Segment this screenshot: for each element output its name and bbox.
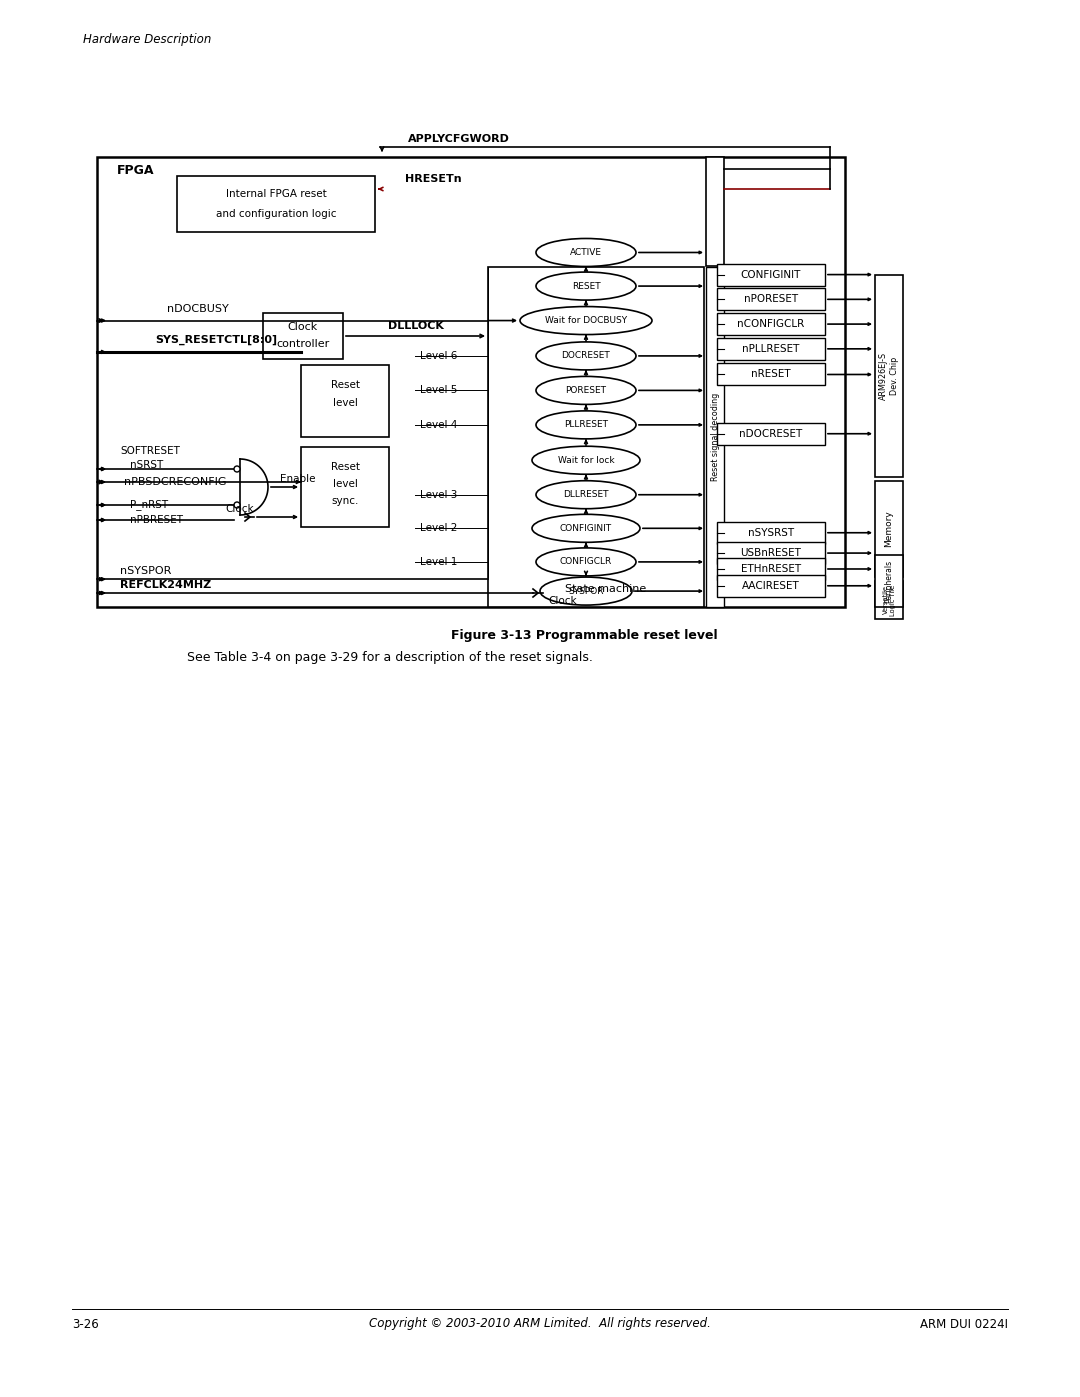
- Ellipse shape: [519, 306, 652, 334]
- Bar: [875, 275, 903, 476]
- Text: Wait for lock: Wait for lock: [557, 455, 615, 465]
- Text: AACIRESET: AACIRESET: [742, 581, 800, 591]
- Ellipse shape: [536, 481, 636, 509]
- Text: ETHnRESET: ETHnRESET: [741, 564, 801, 574]
- Text: DLLLOCK: DLLLOCK: [388, 321, 444, 331]
- Text: Reset signal decoding: Reset signal decoding: [711, 393, 719, 481]
- Text: Level 2: Level 2: [420, 524, 457, 534]
- Text: USBnRESET: USBnRESET: [741, 548, 801, 557]
- Bar: [717, 264, 825, 285]
- Text: ACTIVE: ACTIVE: [570, 249, 602, 257]
- Text: APPLYCFGWORD: APPLYCFGWORD: [408, 134, 510, 144]
- Text: Wait for DOCBUSY: Wait for DOCBUSY: [545, 316, 627, 326]
- Text: and configuration logic: and configuration logic: [216, 210, 336, 219]
- Ellipse shape: [536, 548, 636, 576]
- Text: Hardware Description: Hardware Description: [83, 32, 212, 46]
- Text: Clock: Clock: [549, 597, 578, 606]
- Bar: [717, 313, 825, 335]
- Text: nPORESET: nPORESET: [744, 295, 798, 305]
- Ellipse shape: [536, 411, 636, 439]
- Text: ARM DUI 0224I: ARM DUI 0224I: [920, 1317, 1008, 1330]
- Text: DLLRESET: DLLRESET: [564, 490, 609, 499]
- Ellipse shape: [540, 577, 632, 605]
- Text: nRESET: nRESET: [752, 369, 791, 380]
- Text: CONFIGCLR: CONFIGCLR: [559, 557, 612, 566]
- Bar: [717, 288, 825, 310]
- Text: SOFTRESET: SOFTRESET: [120, 446, 180, 455]
- Bar: [717, 542, 825, 564]
- Text: REFCLK24MHZ: REFCLK24MHZ: [120, 580, 212, 590]
- Bar: [177, 176, 375, 232]
- Bar: [97, 156, 845, 608]
- Ellipse shape: [532, 514, 640, 542]
- Text: Peripherals: Peripherals: [885, 559, 893, 602]
- Bar: [706, 156, 724, 267]
- Ellipse shape: [536, 376, 636, 404]
- Text: level: level: [333, 398, 357, 408]
- Text: Figure 3-13 Programmable reset level: Figure 3-13 Programmable reset level: [451, 629, 718, 641]
- Text: Memory: Memory: [885, 511, 893, 548]
- Text: P_nRST: P_nRST: [130, 500, 168, 510]
- Ellipse shape: [536, 342, 636, 370]
- Text: sync.: sync.: [332, 496, 359, 506]
- Text: Level 3: Level 3: [420, 490, 457, 500]
- Bar: [717, 521, 825, 543]
- Text: 3-26: 3-26: [72, 1317, 98, 1330]
- Text: nSYSPOR: nSYSPOR: [120, 566, 172, 576]
- Text: DOCRESET: DOCRESET: [562, 352, 610, 360]
- Ellipse shape: [536, 239, 636, 267]
- Ellipse shape: [532, 446, 640, 474]
- Text: FPGA: FPGA: [117, 163, 154, 176]
- Text: level: level: [333, 479, 357, 489]
- Text: nSYSRST: nSYSRST: [748, 528, 794, 538]
- Circle shape: [234, 467, 240, 472]
- Bar: [488, 267, 704, 608]
- Text: CONFIGINIT: CONFIGINIT: [741, 270, 801, 279]
- Text: Level 6: Level 6: [420, 351, 457, 360]
- Text: Clock: Clock: [288, 321, 319, 332]
- Text: RESET: RESET: [571, 282, 600, 291]
- Text: controller: controller: [276, 339, 329, 349]
- Text: Copyright © 2003-2010 ARM Limited.  All rights reserved.: Copyright © 2003-2010 ARM Limited. All r…: [369, 1317, 711, 1330]
- Bar: [717, 363, 825, 386]
- Text: Clock: Clock: [226, 504, 254, 514]
- Text: Reset: Reset: [330, 380, 360, 390]
- Text: State machine: State machine: [565, 584, 647, 594]
- Text: nCONFIGCLR: nCONFIGCLR: [738, 319, 805, 330]
- Bar: [717, 338, 825, 360]
- Text: nSRST: nSRST: [130, 460, 163, 469]
- Text: PLLRESET: PLLRESET: [564, 420, 608, 429]
- Bar: [706, 267, 724, 608]
- Text: nPBRESET: nPBRESET: [130, 515, 183, 525]
- Bar: [875, 581, 903, 619]
- Bar: [264, 313, 343, 359]
- Text: PORESET: PORESET: [566, 386, 607, 395]
- Bar: [301, 447, 389, 527]
- Bar: [717, 423, 825, 444]
- Text: Level 5: Level 5: [420, 386, 457, 395]
- Bar: [875, 481, 903, 577]
- Text: SYSPOR: SYSPOR: [568, 587, 604, 595]
- Text: HRESETn: HRESETn: [405, 175, 461, 184]
- Text: ARM926EJ-S
Dev. Chip: ARM926EJ-S Dev. Chip: [879, 352, 899, 400]
- Bar: [301, 365, 389, 437]
- Text: nPBSDCRECONFIG: nPBSDCRECONFIG: [124, 476, 227, 488]
- Bar: [875, 555, 903, 608]
- Text: Versatile
Logic Tile: Versatile Logic Tile: [882, 584, 895, 616]
- Text: Reset: Reset: [330, 462, 360, 472]
- Text: CONFIGINIT: CONFIGINIT: [559, 524, 612, 532]
- Text: Enable: Enable: [280, 474, 315, 483]
- Text: Level 1: Level 1: [420, 557, 457, 567]
- Text: SYS_RESETCTL[8:0]: SYS_RESETCTL[8:0]: [156, 335, 278, 345]
- Text: nDOCBUSY: nDOCBUSY: [167, 303, 229, 313]
- Text: nDOCRESET: nDOCRESET: [740, 429, 802, 439]
- Text: Level 4: Level 4: [420, 420, 457, 430]
- Bar: [717, 557, 825, 580]
- Text: nPLLRESET: nPLLRESET: [742, 344, 799, 353]
- Bar: [717, 574, 825, 597]
- Ellipse shape: [536, 272, 636, 300]
- Text: Internal FPGA reset: Internal FPGA reset: [226, 189, 326, 198]
- Text: See Table 3-4 on page 3-29 for a description of the reset signals.: See Table 3-4 on page 3-29 for a descrip…: [187, 651, 593, 664]
- Circle shape: [234, 502, 240, 509]
